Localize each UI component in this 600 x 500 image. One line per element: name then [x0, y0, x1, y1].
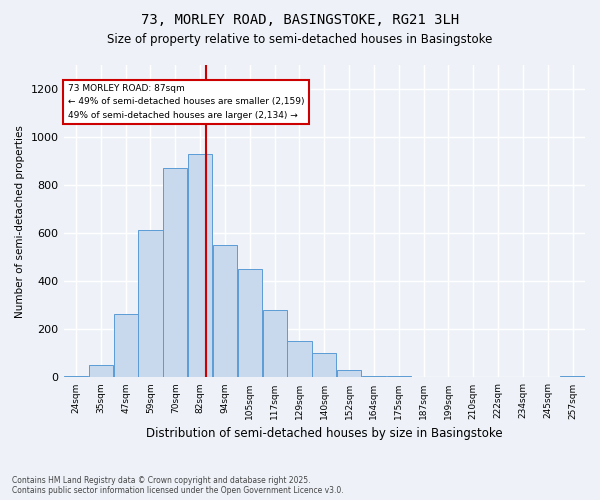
Text: 73 MORLEY ROAD: 87sqm
← 49% of semi-detached houses are smaller (2,159)
49% of s: 73 MORLEY ROAD: 87sqm ← 49% of semi-deta… [68, 84, 304, 120]
Bar [89, 366, 113, 378]
Bar [362, 376, 386, 378]
Bar [163, 168, 187, 378]
Y-axis label: Number of semi-detached properties: Number of semi-detached properties [15, 125, 25, 318]
Text: Contains HM Land Registry data © Crown copyright and database right 2025.
Contai: Contains HM Land Registry data © Crown c… [12, 476, 344, 495]
Bar [337, 370, 361, 378]
Bar [386, 376, 411, 378]
Bar [64, 376, 88, 378]
Text: 73, MORLEY ROAD, BASINGSTOKE, RG21 3LH: 73, MORLEY ROAD, BASINGSTOKE, RG21 3LH [141, 12, 459, 26]
Bar [238, 270, 262, 378]
X-axis label: Distribution of semi-detached houses by size in Basingstoke: Distribution of semi-detached houses by … [146, 427, 503, 440]
Bar [113, 314, 138, 378]
Bar [139, 230, 163, 378]
Text: Size of property relative to semi-detached houses in Basingstoke: Size of property relative to semi-detach… [107, 32, 493, 46]
Bar [287, 342, 311, 378]
Bar [312, 354, 337, 378]
Bar [213, 245, 237, 378]
Bar [560, 376, 584, 378]
Bar [188, 154, 212, 378]
Bar [263, 310, 287, 378]
